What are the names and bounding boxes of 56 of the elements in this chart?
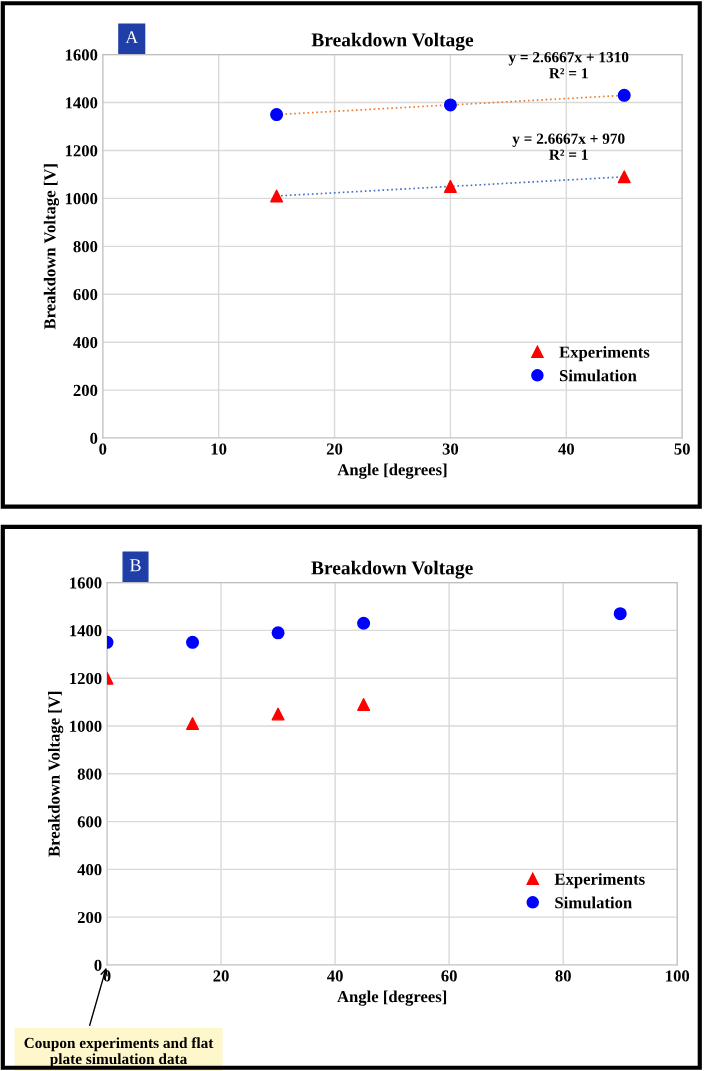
legend-label: Simulation [555, 896, 632, 909]
y-tick-label: 1600 [70, 577, 102, 589]
x-tick-label: 20 [326, 443, 343, 455]
legend-label: Experiments [559, 346, 650, 362]
point [186, 717, 200, 731]
point [357, 697, 371, 712]
x-tick-label: 100 [666, 970, 690, 982]
y-tick-label: 200 [73, 384, 98, 397]
text: A [125, 31, 139, 44]
x-tick-label: 50 [674, 443, 690, 455]
x-tick-label: 40 [327, 970, 343, 982]
y-tick-label: 800 [73, 241, 98, 253]
point [617, 170, 631, 184]
y-tick-label: 600 [73, 288, 98, 301]
point [186, 635, 200, 649]
y-tick-label: 400 [77, 864, 102, 876]
y-axis-title: Breakdown Voltage [V] [43, 164, 60, 330]
point [443, 98, 457, 112]
y-tick-label: 1000 [70, 720, 102, 732]
legend-label: Experiments [554, 873, 645, 889]
y-tick-label: 1400 [70, 625, 102, 637]
y-tick-label: 600 [77, 816, 102, 828]
point [270, 189, 284, 203]
y-tick-label: 1400 [65, 97, 98, 109]
x-tick-label: 10 [211, 443, 227, 455]
y-tick-label: 0 [90, 432, 98, 444]
y-tick-label: 1200 [70, 672, 102, 685]
x-axis-title: Angle [degrees] [337, 463, 447, 479]
point [613, 607, 627, 621]
y-axis-title: Breakdown Voltage [V] [48, 691, 64, 857]
y-tick-label: 400 [73, 336, 98, 349]
annotation: y = 2.6667x + 970 R² = 1 [512, 133, 625, 160]
y-tick-label: 1600 [65, 49, 98, 61]
chart-title: Breakdown Voltage [311, 32, 474, 51]
chart-title: Breakdown Voltage [311, 560, 473, 579]
point [271, 626, 285, 640]
x-axis-title: Angle [degrees] [337, 990, 447, 1006]
legend-label: Simulation [559, 369, 637, 382]
point [271, 707, 285, 721]
point [443, 179, 457, 193]
x-tick-label: 30 [442, 443, 459, 455]
y-tick-label: 1200 [65, 145, 98, 157]
point [357, 616, 371, 630]
x-tick-label: 60 [441, 970, 457, 982]
x-tick-label: 80 [555, 970, 571, 982]
y-tick-label: 800 [77, 768, 102, 780]
text: Coupon experiments and flat plate simulation data [24, 1037, 214, 1068]
text: B [130, 559, 141, 572]
y-tick-label: 1000 [65, 193, 98, 205]
annotation: y = 2.6667x + 1310 R² = 1 [508, 52, 629, 79]
y-tick-label: 200 [77, 911, 102, 924]
y-tick-label: 0 [94, 959, 102, 971]
point [270, 108, 284, 122]
x-tick-label: 40 [558, 443, 574, 455]
point [617, 88, 631, 102]
x-tick-label: 20 [213, 970, 229, 982]
